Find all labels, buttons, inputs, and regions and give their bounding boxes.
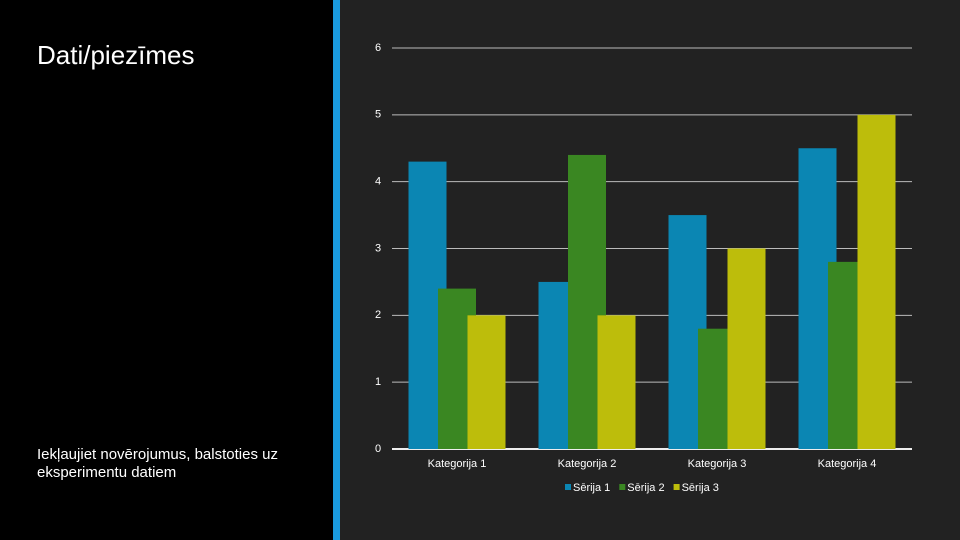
x-tick-label: Kategorija 3 (688, 458, 747, 470)
y-tick-label: 2 (375, 309, 381, 321)
y-tick-label: 4 (375, 176, 381, 188)
legend-swatch (565, 484, 571, 490)
bar (467, 315, 506, 449)
legend-label: Sērija 3 (682, 482, 719, 494)
legend-label: Sērija 1 (573, 482, 610, 494)
x-tick-label: Kategorija 2 (558, 458, 617, 470)
bar (597, 315, 636, 449)
x-tick-label: Kategorija 4 (818, 458, 877, 470)
y-tick-label: 0 (375, 443, 381, 455)
legend-swatch (619, 484, 626, 490)
legend-label: Sērija 2 (627, 482, 664, 494)
y-tick-label: 3 (375, 242, 381, 254)
slide-title: Dati/piezīmes (37, 40, 195, 70)
bar (727, 248, 766, 449)
y-tick-label: 5 (375, 109, 381, 121)
x-tick-label: Kategorija 1 (428, 458, 487, 470)
slide-notes: Iekļaujiet novērojumus, balstoties uz ek… (37, 446, 278, 481)
bar (857, 114, 896, 449)
y-tick-label: 1 (375, 376, 381, 388)
y-tick-label: 6 (375, 42, 381, 54)
left-panel (0, 0, 333, 540)
legend-swatch (673, 484, 680, 490)
accent-stripe (333, 0, 340, 540)
